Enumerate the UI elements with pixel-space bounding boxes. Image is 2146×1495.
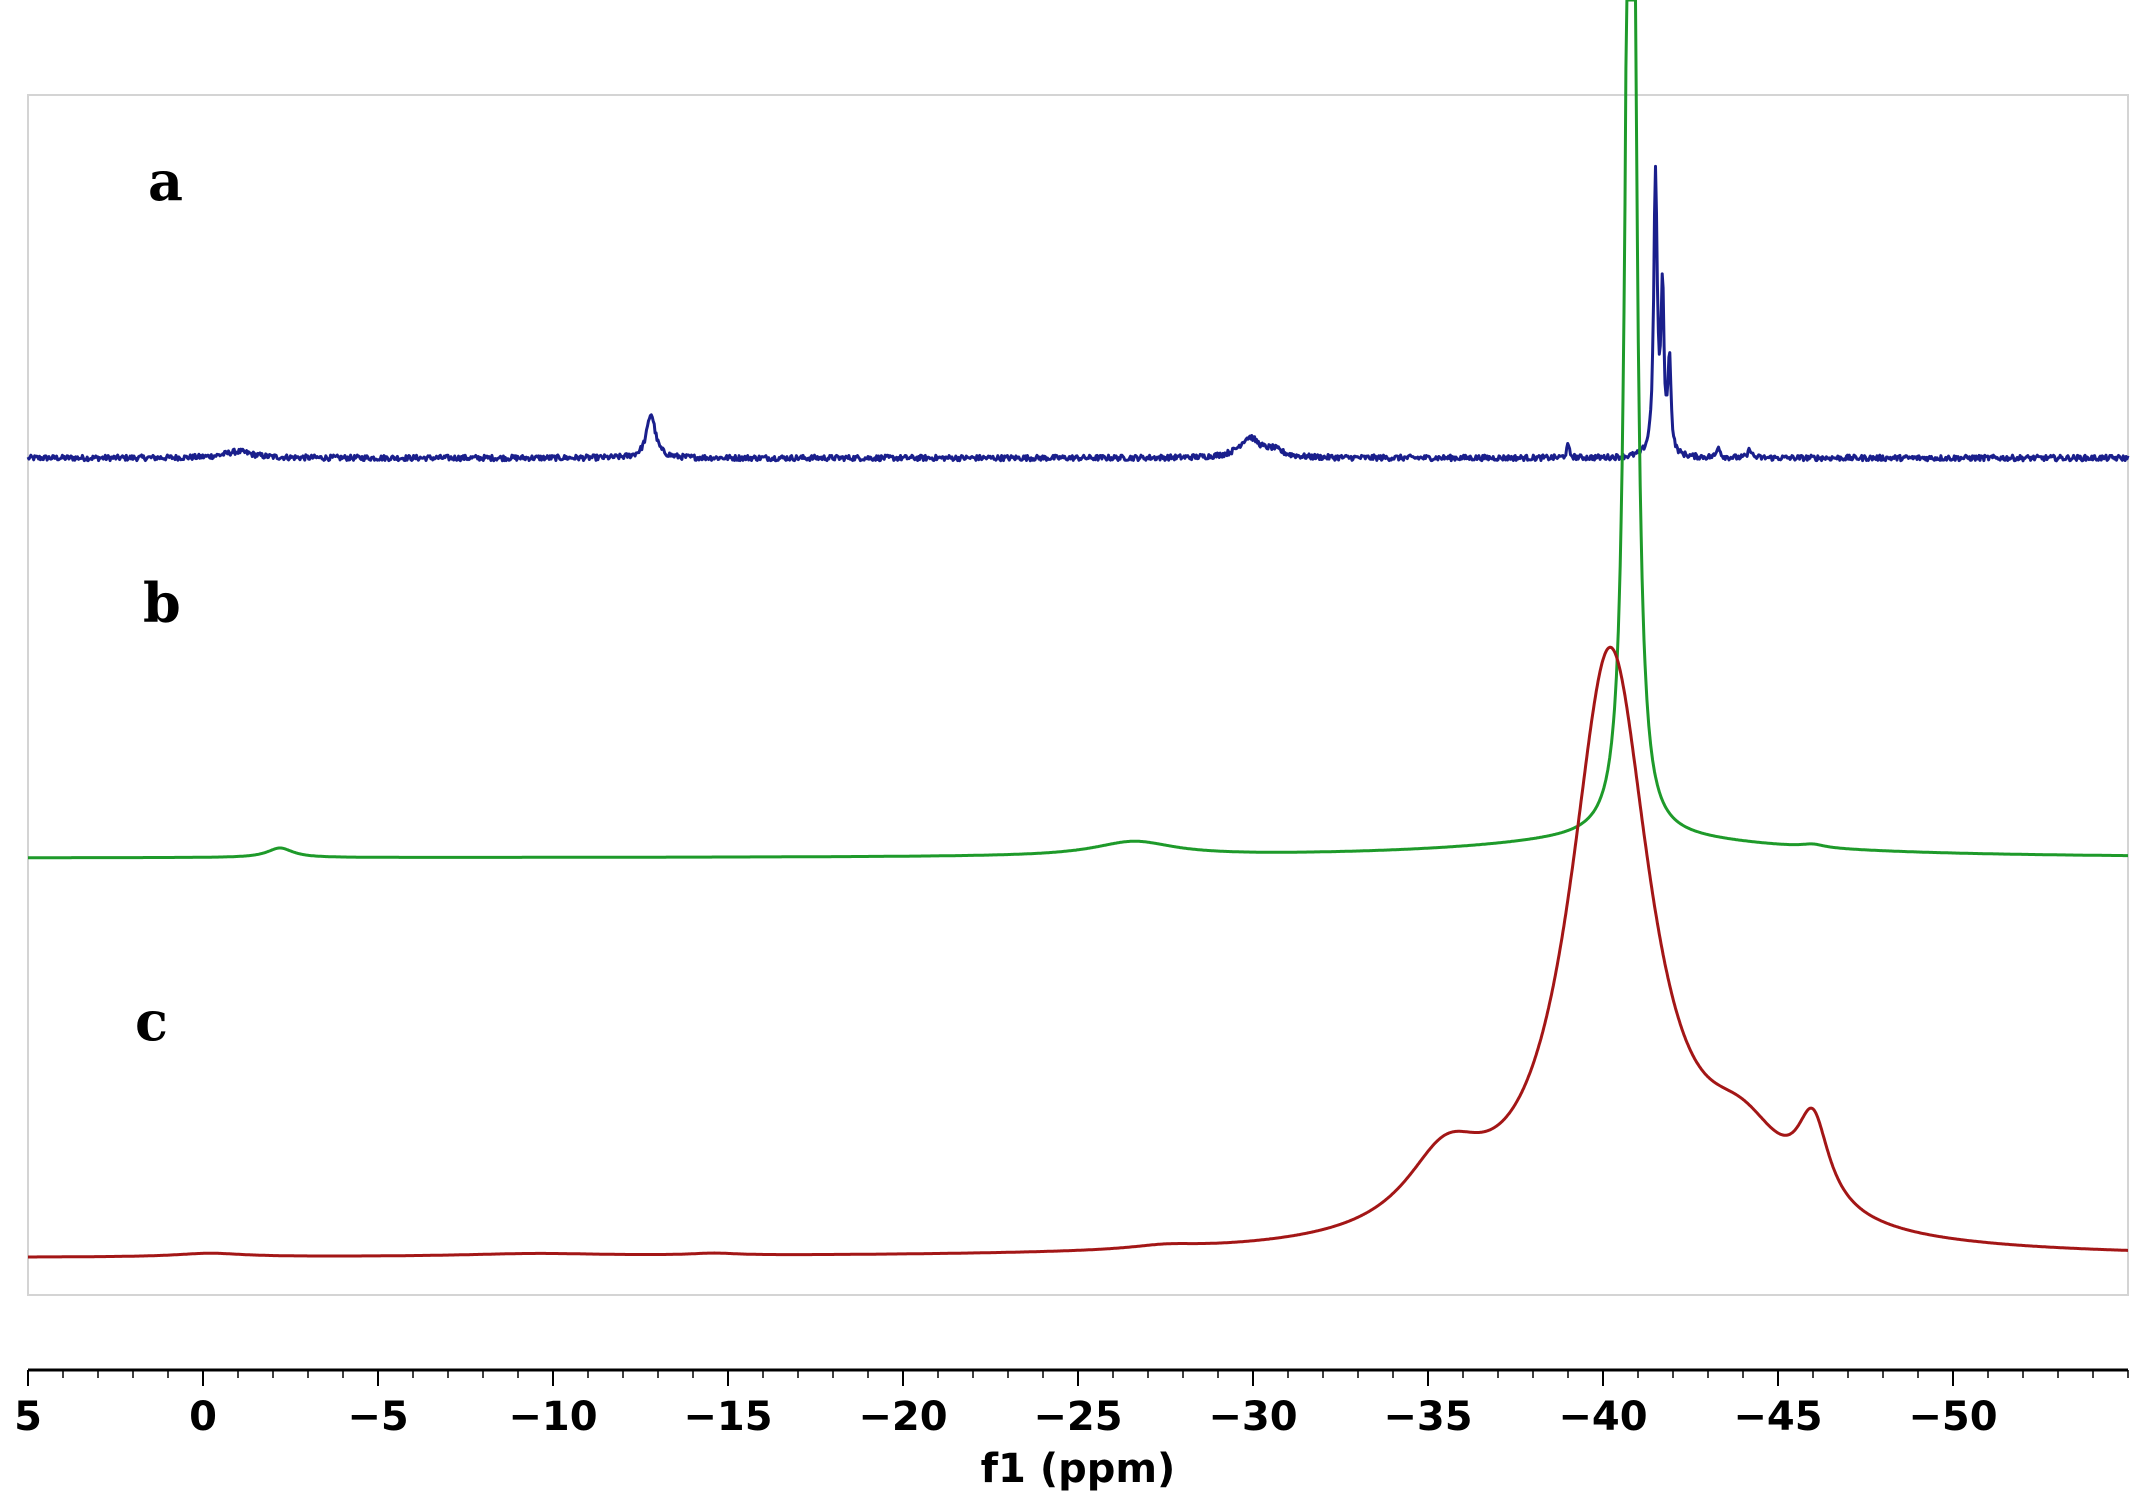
x-tick-label: −15 [683, 1394, 772, 1440]
x-tick-label: −35 [1383, 1394, 1472, 1440]
spectrum-trace-c [27, 645, 2129, 1259]
x-tick-label: −40 [1558, 1394, 1647, 1440]
panel-label-c: c [135, 989, 168, 1053]
x-tick-label: −45 [1733, 1394, 1822, 1440]
x-axis-title: f1 (ppm) [981, 1446, 1176, 1492]
spectrum-trace-a [26, 164, 2130, 463]
x-tick-label: −20 [858, 1394, 947, 1440]
spectrum-traces [26, 0, 2130, 1259]
panel-labels: a b c [135, 149, 183, 1053]
x-tick-label: −5 [347, 1394, 408, 1440]
x-tick-label: 0 [189, 1394, 217, 1440]
x-tick-label: −30 [1208, 1394, 1297, 1440]
x-axis-ticks: 5 0 −5 −10 −15 −20 −25 −30 −35 −40 −45 −50 [14, 1370, 2129, 1440]
x-tick-label: 5 [14, 1394, 42, 1440]
x-tick-label: −10 [508, 1394, 597, 1440]
x-tick-label: −50 [1908, 1394, 1997, 1440]
x-axis: 5 0 −5 −10 −15 −20 −25 −30 −35 −40 −45 −50 f1 (ppm) [14, 1368, 2129, 1492]
panel-label-a: a [148, 149, 183, 213]
plot-frame [27, 94, 2129, 1296]
x-tick-label: −25 [1033, 1394, 1122, 1440]
spectrum-trace-b [27, 0, 2129, 860]
panel-label-b: b [143, 571, 181, 635]
